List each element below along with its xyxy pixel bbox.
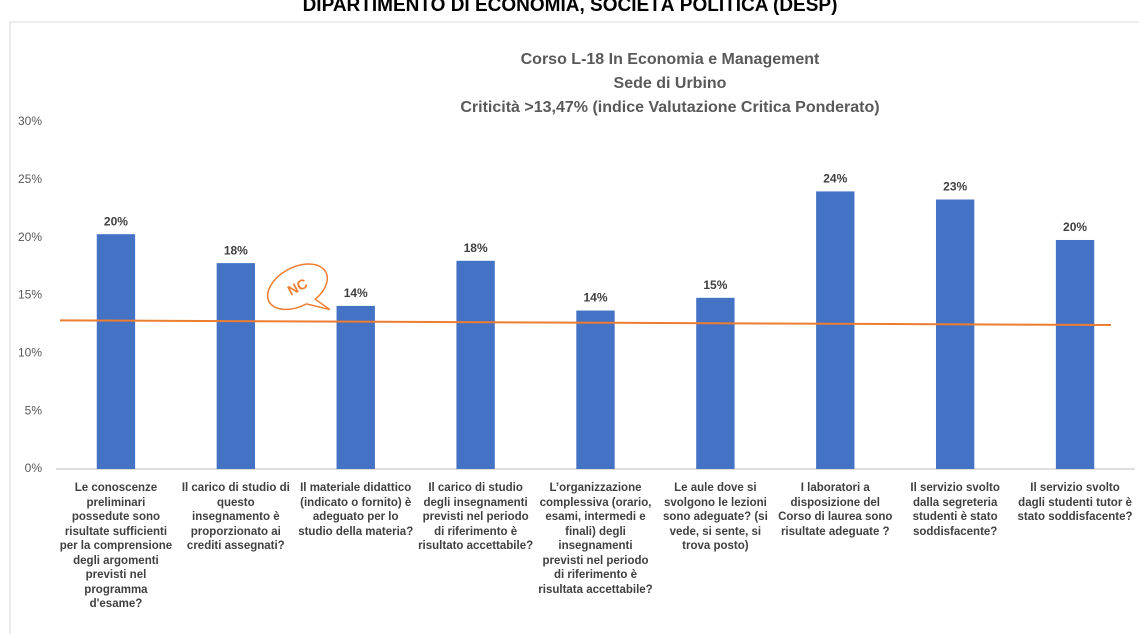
chart-title: Sede di Urbino [614, 75, 727, 92]
data-label: 23% [943, 180, 967, 194]
bar [336, 305, 375, 469]
x-tick-label: L’organizzazione complessiva (orario, es… [538, 482, 653, 596]
data-label: 20% [104, 214, 128, 228]
y-tick-label: 0% [25, 461, 43, 475]
data-label: 14% [344, 286, 368, 300]
page-header: DIPARTIMENTO DI ECONOMIA, SOCIETÀ POLITI… [303, 0, 838, 16]
nc-callout: NC [266, 263, 331, 311]
x-tick-label: Il servizio svolto dagli studenti tutor … [1017, 482, 1133, 523]
bar [935, 199, 975, 469]
bar [96, 234, 136, 469]
bar [1055, 239, 1095, 469]
chart-frame [9, 21, 1139, 634]
bar [816, 191, 855, 469]
x-tick-label: Il carico di studio di questo insegnamen… [181, 482, 290, 552]
chart-title: Corso L-18 In Economia e Management [521, 51, 820, 68]
y-tick-label: 20% [18, 230, 42, 244]
y-tick-label: 25% [18, 172, 42, 186]
data-label: 18% [464, 241, 488, 255]
y-tick-label: 30% [18, 114, 42, 128]
reference-line [59, 319, 1112, 326]
callout-bubble [266, 263, 331, 311]
bar [576, 310, 615, 469]
x-tick-label: Il carico di studio degli insegnamenti p… [418, 482, 534, 552]
bar [456, 260, 495, 469]
y-tick-label: 10% [18, 346, 42, 360]
data-label: 14% [583, 291, 607, 305]
data-label: 24% [823, 172, 847, 186]
data-label: 18% [224, 243, 248, 257]
data-label: 20% [1063, 220, 1087, 234]
x-tick-label: I laboratori a disposizione del Corso di… [778, 482, 893, 538]
x-tick-label: Le aule dove si svolgono le lezioni sono… [662, 482, 768, 552]
y-tick-label: 5% [25, 403, 43, 417]
bar [696, 297, 735, 469]
x-tick-label: Le conoscenze preliminari possedute sono… [59, 482, 173, 610]
x-tick-label: Il servizio svolto dalla segreteria stud… [910, 482, 1000, 538]
chart-title: Criticità >13,47% (indice Valutazione Cr… [460, 99, 879, 116]
y-tick-label: 15% [18, 288, 42, 302]
bar [216, 263, 256, 469]
data-label: 15% [703, 278, 727, 292]
x-tick-label: Il materiale didattico (indicato o forni… [298, 482, 414, 538]
